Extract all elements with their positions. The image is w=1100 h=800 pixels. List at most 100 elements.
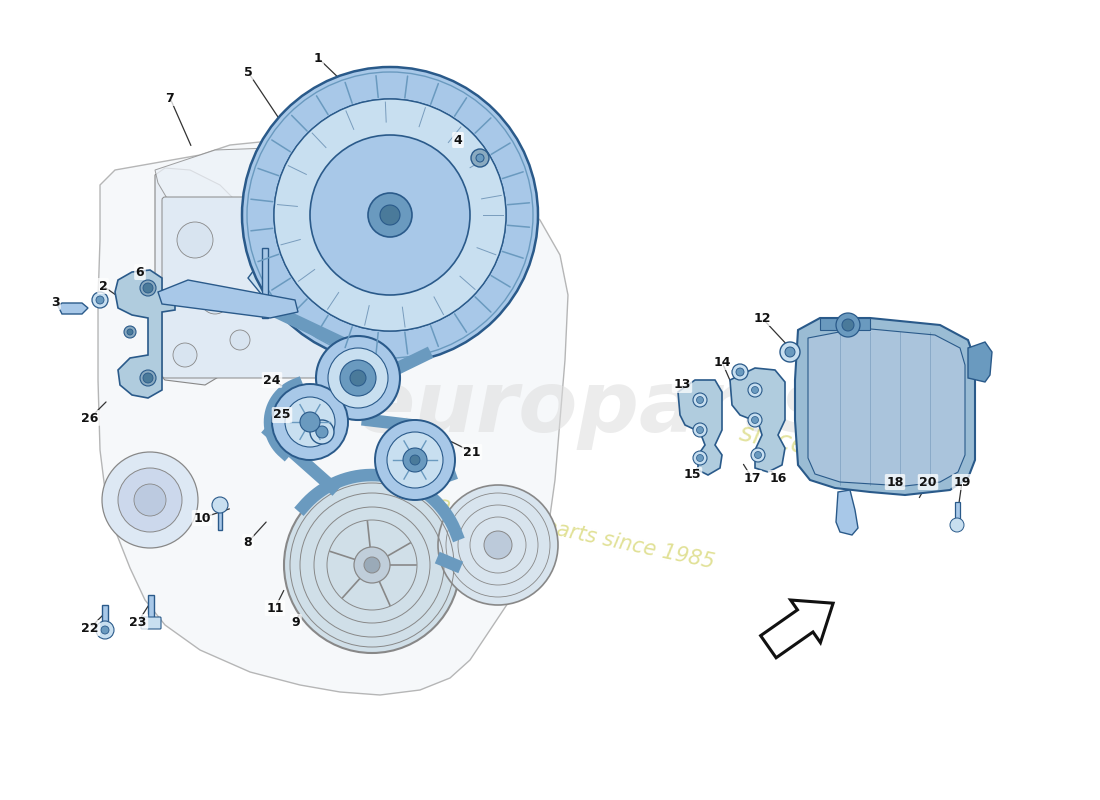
Text: 9: 9 — [292, 615, 300, 629]
Circle shape — [118, 468, 182, 532]
Text: 12: 12 — [754, 311, 771, 325]
Polygon shape — [155, 148, 420, 282]
Circle shape — [143, 283, 153, 293]
Circle shape — [274, 99, 506, 331]
Polygon shape — [808, 328, 965, 486]
Polygon shape — [148, 595, 154, 618]
Text: 1: 1 — [314, 51, 322, 65]
Polygon shape — [968, 342, 992, 382]
Text: 8: 8 — [244, 535, 252, 549]
Polygon shape — [248, 255, 320, 300]
Circle shape — [300, 412, 320, 432]
Circle shape — [842, 319, 854, 331]
Circle shape — [143, 373, 153, 383]
Circle shape — [696, 426, 704, 434]
Circle shape — [751, 448, 764, 462]
Circle shape — [230, 330, 250, 350]
Polygon shape — [836, 490, 858, 535]
Circle shape — [140, 370, 156, 386]
Text: europarts: europarts — [358, 366, 833, 450]
Polygon shape — [795, 318, 975, 495]
Circle shape — [950, 518, 964, 532]
Circle shape — [732, 364, 748, 380]
Circle shape — [310, 420, 334, 444]
Circle shape — [736, 368, 744, 376]
Circle shape — [471, 149, 490, 167]
Circle shape — [140, 280, 156, 296]
Circle shape — [285, 397, 336, 447]
Text: 20: 20 — [920, 475, 937, 489]
Circle shape — [368, 193, 412, 237]
Text: 16: 16 — [769, 471, 786, 485]
Circle shape — [693, 423, 707, 437]
Circle shape — [310, 135, 470, 295]
Text: 21: 21 — [463, 446, 481, 458]
Circle shape — [484, 531, 512, 559]
Text: since 1985: since 1985 — [737, 420, 883, 476]
Circle shape — [124, 326, 136, 338]
Polygon shape — [820, 318, 870, 330]
FancyBboxPatch shape — [162, 197, 368, 378]
Polygon shape — [58, 303, 88, 314]
Text: 5: 5 — [243, 66, 252, 78]
Text: 14: 14 — [713, 355, 730, 369]
Circle shape — [410, 455, 420, 465]
Circle shape — [375, 420, 455, 500]
Text: 24: 24 — [263, 374, 280, 386]
Circle shape — [438, 485, 558, 605]
Polygon shape — [730, 368, 785, 472]
Circle shape — [379, 205, 400, 225]
Text: a passion for parts since 1985: a passion for parts since 1985 — [404, 487, 716, 573]
Polygon shape — [678, 380, 722, 475]
Polygon shape — [262, 248, 268, 318]
Text: 3: 3 — [51, 295, 59, 309]
Circle shape — [340, 360, 376, 396]
Circle shape — [403, 448, 427, 472]
Text: 2: 2 — [99, 279, 108, 293]
Circle shape — [693, 393, 707, 407]
Circle shape — [748, 383, 762, 397]
Polygon shape — [760, 600, 833, 658]
Circle shape — [350, 370, 366, 386]
Text: 15: 15 — [683, 469, 701, 482]
Polygon shape — [158, 280, 298, 318]
Circle shape — [201, 286, 229, 314]
Circle shape — [696, 454, 704, 462]
Circle shape — [126, 329, 133, 335]
Text: 17: 17 — [744, 471, 761, 485]
Circle shape — [328, 348, 388, 408]
Text: 4: 4 — [453, 134, 462, 146]
Circle shape — [696, 397, 704, 403]
Circle shape — [316, 426, 328, 438]
Circle shape — [212, 497, 228, 513]
Circle shape — [101, 626, 109, 634]
Text: 22: 22 — [81, 622, 99, 634]
Circle shape — [476, 154, 484, 162]
Circle shape — [274, 99, 506, 331]
Polygon shape — [155, 168, 275, 385]
Polygon shape — [955, 502, 960, 522]
Circle shape — [387, 432, 443, 488]
Circle shape — [96, 621, 114, 639]
Circle shape — [173, 343, 197, 367]
Circle shape — [102, 452, 198, 548]
Circle shape — [748, 413, 762, 427]
Text: 26: 26 — [81, 411, 99, 425]
Circle shape — [316, 336, 400, 420]
Polygon shape — [102, 605, 108, 625]
Circle shape — [364, 557, 380, 573]
FancyBboxPatch shape — [141, 617, 161, 629]
Circle shape — [96, 296, 104, 304]
Polygon shape — [116, 270, 175, 398]
Polygon shape — [98, 130, 568, 695]
Text: 6: 6 — [135, 266, 144, 278]
Circle shape — [751, 386, 759, 394]
Circle shape — [836, 313, 860, 337]
Text: 10: 10 — [194, 511, 211, 525]
Text: 18: 18 — [887, 475, 904, 489]
Text: 19: 19 — [954, 475, 970, 489]
Circle shape — [780, 342, 800, 362]
Circle shape — [785, 347, 795, 357]
Circle shape — [755, 451, 761, 458]
Circle shape — [177, 222, 213, 258]
